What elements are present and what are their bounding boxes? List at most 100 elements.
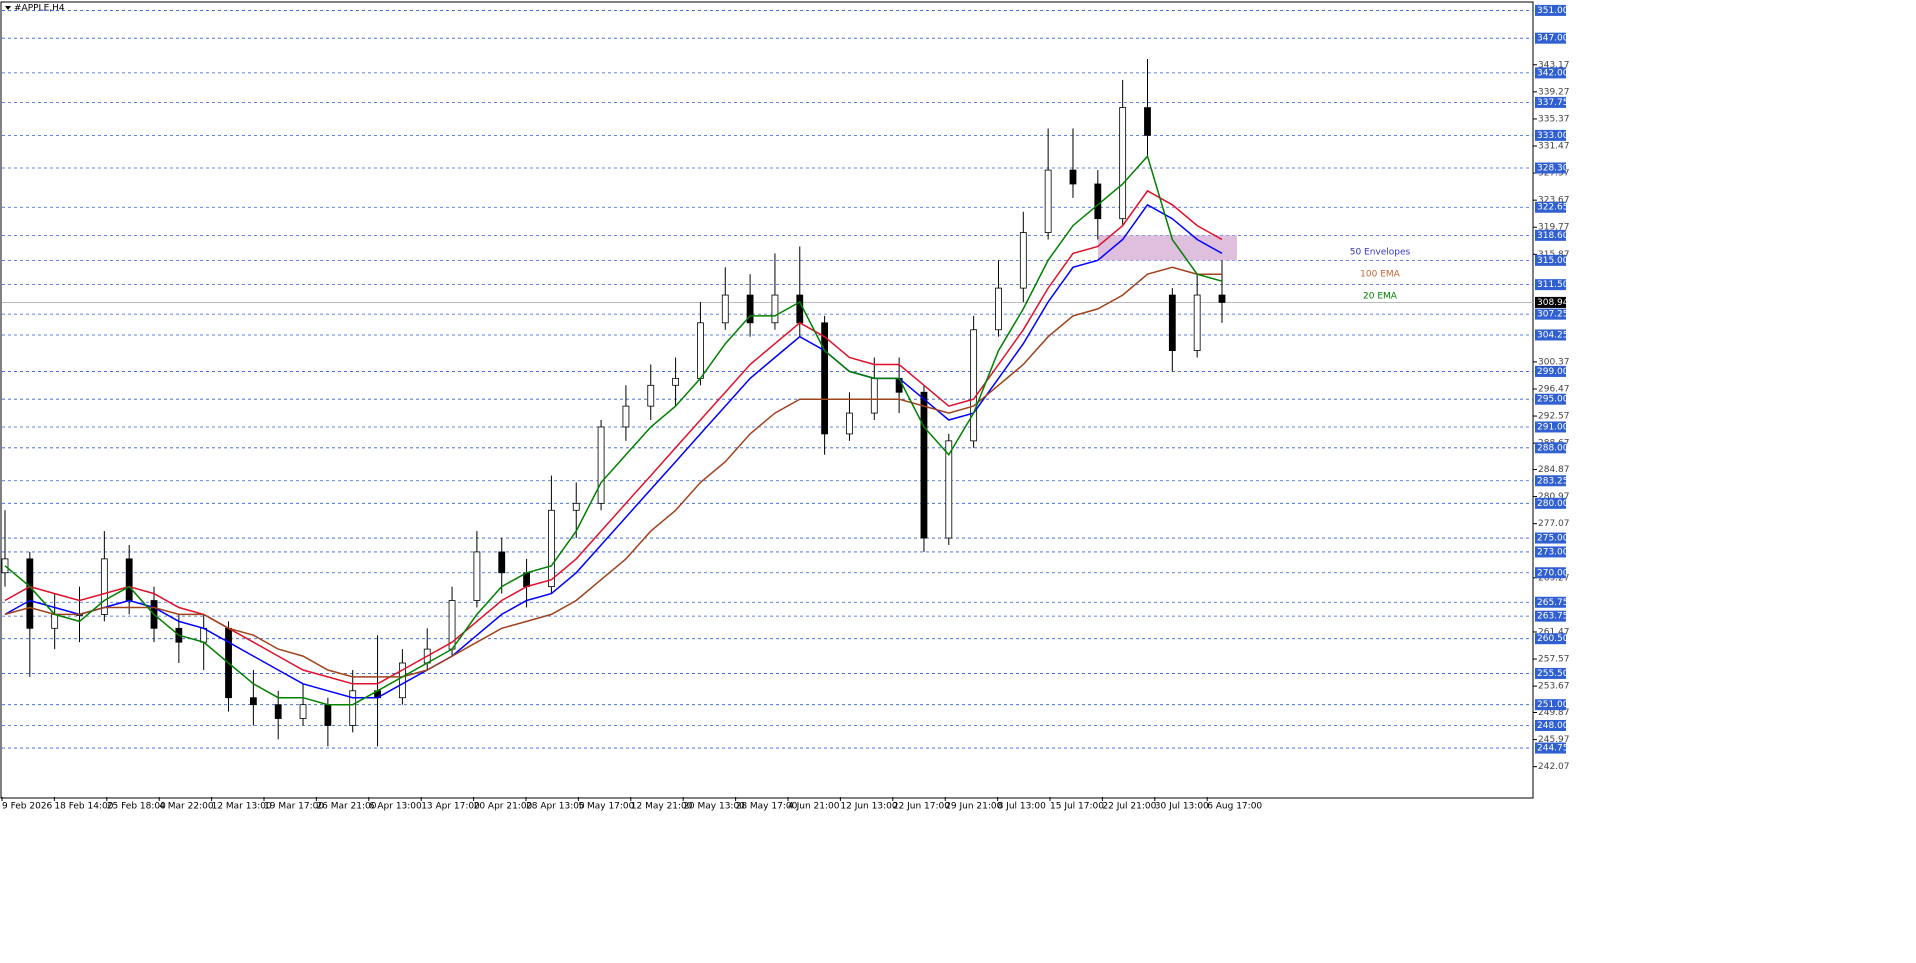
y-tick-label: 284.87 — [1538, 465, 1570, 475]
level-label: 265.75 — [1537, 598, 1569, 608]
level-label: 315.00 — [1537, 256, 1569, 266]
candle-body — [1119, 107, 1127, 220]
candle-body — [100, 558, 108, 615]
candle-body — [1069, 169, 1077, 185]
level-label: 273.00 — [1537, 547, 1569, 557]
candle-body — [1044, 169, 1052, 233]
y-tick-label: 331.47 — [1538, 142, 1570, 152]
level-label: 311.50 — [1537, 280, 1569, 290]
y-tick-label: 319.77 — [1538, 223, 1570, 233]
x-tick-label: 28 Apr 13:00 — [526, 802, 585, 812]
x-tick-label: 9 Feb 2026 — [2, 802, 53, 812]
legend-label: 20 EMA — [1363, 292, 1398, 302]
candle-body — [572, 502, 580, 511]
level-label: 275.00 — [1537, 534, 1569, 544]
candle-body — [1019, 232, 1027, 289]
candle-body — [1168, 294, 1176, 351]
ma-line — [4, 154, 1223, 706]
y-tick-label: 335.37 — [1538, 114, 1570, 124]
candle-body — [846, 412, 853, 435]
y-tick-label: 261.47 — [1538, 627, 1570, 637]
level-label: 307.25 — [1537, 310, 1569, 320]
candle-body — [647, 384, 655, 407]
y-tick-label: 315.87 — [1538, 250, 1570, 260]
candle-body — [125, 558, 133, 601]
y-tick-label: 277.07 — [1538, 519, 1570, 529]
candle-body — [622, 405, 630, 428]
level-label-bg — [1535, 393, 1566, 405]
candle-body — [324, 704, 332, 726]
menu-arrow[interactable] — [5, 6, 11, 10]
x-tick-label: 12 May 21:00 — [631, 802, 693, 812]
x-tick-label: 5 May 17:00 — [578, 802, 634, 812]
candle-body — [523, 572, 530, 588]
candle-body — [995, 287, 1002, 331]
candle-body — [548, 509, 555, 588]
candle-body — [771, 294, 779, 324]
candle-body — [349, 690, 357, 726]
level-label: 260.50 — [1537, 634, 1569, 644]
ma-line — [4, 266, 1222, 678]
level-label: 270.00 — [1537, 568, 1569, 578]
level-label: 263.75 — [1537, 612, 1569, 622]
x-tick-label: 20 Apr 21:00 — [474, 802, 533, 812]
level-label-bg — [1535, 229, 1566, 241]
y-tick-label: 339.27 — [1538, 87, 1570, 97]
x-tick-label: 4 Jun 21:00 — [788, 802, 840, 812]
level-label: 295.00 — [1537, 395, 1569, 405]
level-label-bg — [1535, 719, 1566, 731]
level-label-bg — [1535, 742, 1566, 754]
x-tick-label: 15 Jul 17:00 — [1050, 802, 1104, 812]
y-tick-label: 269.27 — [1538, 573, 1570, 583]
y-tick-label: 253.67 — [1538, 682, 1570, 692]
candle-body — [249, 697, 257, 706]
x-tick-label: 6 Aug 17:00 — [1207, 802, 1262, 812]
y-tick-label: 323.67 — [1538, 196, 1570, 206]
x-tick-label: 6 Apr 13:00 — [369, 802, 422, 812]
level-label-bg — [1535, 497, 1566, 509]
zone — [1098, 235, 1237, 261]
y-tick-label: 343.17 — [1538, 60, 1570, 70]
level-label-bg — [1535, 67, 1566, 79]
candle-body — [51, 614, 59, 629]
x-tick-label: 18 Feb 14:00 — [54, 802, 113, 812]
level-label-bg — [1535, 596, 1566, 608]
level-label: 337.75 — [1537, 98, 1569, 108]
candle-body — [1218, 294, 1226, 303]
candle-body — [796, 294, 804, 324]
x-tick-label: 25 Feb 18:00 — [107, 802, 166, 812]
level-label: 351.00 — [1537, 6, 1569, 16]
level-label-bg — [1535, 365, 1566, 377]
level-label-bg — [1535, 162, 1566, 174]
y-tick-label: 292.57 — [1538, 412, 1570, 422]
last-price-label: 308.94 — [1537, 298, 1569, 308]
y-tick-label: 280.97 — [1538, 492, 1570, 502]
level-label-bg — [1535, 329, 1566, 341]
level-label-bg — [1535, 129, 1566, 141]
x-tick-label: 22 Jul 21:00 — [1102, 802, 1156, 812]
level-label-bg — [1535, 442, 1566, 454]
candle-body — [200, 627, 208, 643]
level-label: 322.65 — [1537, 203, 1569, 213]
candle-body — [26, 558, 34, 629]
level-label: 255.50 — [1537, 669, 1569, 679]
level-label-bg — [1535, 421, 1566, 433]
level-label-bg — [1535, 475, 1566, 487]
level-label-bg — [1535, 201, 1566, 213]
x-tick-label: 22 Jun 17:00 — [893, 802, 950, 812]
level-label: 244.75 — [1537, 744, 1569, 754]
candle-body — [672, 377, 679, 386]
level-label-bg — [1535, 699, 1566, 711]
level-label: 251.00 — [1537, 700, 1569, 710]
candle-body — [970, 329, 978, 442]
x-tick-label: 12 Jun 13:00 — [840, 802, 897, 812]
level-label-bg — [1535, 610, 1566, 622]
level-label: 304.25 — [1537, 330, 1569, 340]
y-tick-label: 296.47 — [1538, 384, 1570, 394]
candle-body — [821, 322, 829, 435]
chart-title: #APPLE,H4 — [14, 4, 65, 14]
candle-body — [274, 704, 282, 719]
candle-body — [473, 551, 481, 601]
ma-line — [4, 203, 1223, 699]
candle-body — [721, 294, 729, 324]
